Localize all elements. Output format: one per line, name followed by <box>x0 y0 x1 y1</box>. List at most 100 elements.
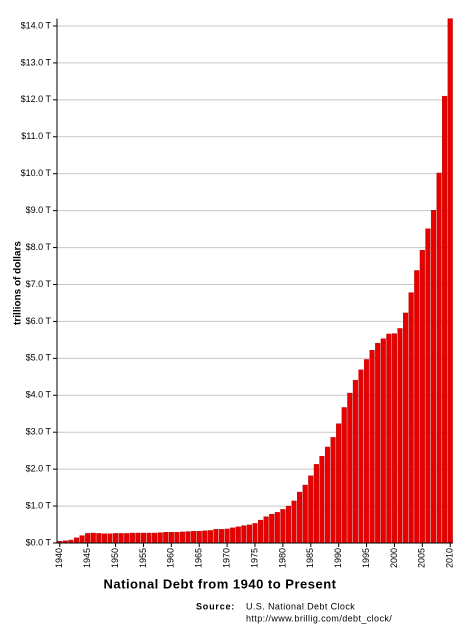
bar <box>140 532 146 544</box>
bar <box>297 491 303 544</box>
y-tick-label: $6.0 T <box>26 316 52 326</box>
bar <box>341 407 347 544</box>
bar <box>369 350 375 544</box>
y-tick-label: $3.0 T <box>26 427 52 437</box>
y-tick-label: $14.0 T <box>21 20 52 30</box>
x-tick-label: 1955 <box>138 548 148 568</box>
bar <box>403 312 409 544</box>
bar <box>397 328 403 544</box>
bar <box>179 531 186 544</box>
bar <box>269 513 275 544</box>
bar <box>330 437 336 544</box>
bar <box>152 532 158 544</box>
x-tick-label: 1960 <box>166 548 176 568</box>
bar <box>352 379 358 544</box>
bar <box>280 509 286 544</box>
bar <box>419 249 425 544</box>
bar <box>241 525 247 544</box>
bar <box>113 533 119 544</box>
bar <box>124 533 130 544</box>
bar <box>308 475 314 544</box>
bar <box>235 526 241 544</box>
bar <box>430 210 437 544</box>
bar <box>324 446 331 544</box>
x-tick-label: 1940 <box>54 548 64 568</box>
y-tick-label: $9.0 T <box>26 205 52 215</box>
bar <box>101 533 107 544</box>
bar <box>96 533 102 544</box>
bar <box>191 530 197 544</box>
bar <box>258 519 264 544</box>
x-tick-label: 1945 <box>82 548 92 568</box>
y-tick-label: $7.0 T <box>26 279 52 289</box>
source-url: http://www.brillig.com/debt_clock/ <box>246 613 392 623</box>
x-tick-label: 1970 <box>221 548 231 568</box>
bar <box>129 532 135 544</box>
bar <box>274 512 280 544</box>
bar <box>285 505 292 544</box>
bar <box>118 533 124 544</box>
bar <box>135 532 141 544</box>
y-tick-label: $12.0 T <box>21 94 52 104</box>
x-tick-label: 2010 <box>445 548 455 568</box>
bar <box>202 530 208 544</box>
y-tick-label: $1.0 T <box>26 500 52 510</box>
bar <box>213 529 219 544</box>
bar <box>157 532 163 544</box>
bar <box>263 516 269 544</box>
bar <box>375 343 381 544</box>
bar <box>168 532 174 544</box>
bar <box>442 95 448 544</box>
bar <box>436 172 442 544</box>
bar <box>408 292 414 544</box>
bar <box>185 531 191 544</box>
y-tick-label: $11.0 T <box>21 131 51 141</box>
bar <box>85 533 91 544</box>
bar <box>313 464 319 544</box>
bar <box>230 527 236 544</box>
x-tick-label: 1950 <box>110 548 120 568</box>
bar <box>79 535 85 544</box>
x-tick-label: 1965 <box>194 548 204 568</box>
bar <box>107 533 113 544</box>
bar <box>218 529 225 544</box>
y-tick-label: $2.0 T <box>26 464 52 474</box>
x-tick-label: 2005 <box>417 548 427 568</box>
bar <box>291 500 297 544</box>
bar <box>246 524 252 544</box>
bar <box>146 532 152 544</box>
y-tick-label: $10.0 T <box>21 168 52 178</box>
bar <box>224 528 230 544</box>
bar <box>302 484 308 544</box>
bar <box>252 523 258 544</box>
y-tick-label: $4.0 T <box>26 390 52 400</box>
bar <box>90 532 96 544</box>
chart-title: National Debt from 1940 to Present <box>104 576 337 591</box>
bar <box>347 392 353 544</box>
bar <box>364 359 370 544</box>
y-axis-label: trillions of dollars <box>13 241 24 325</box>
bar <box>386 333 392 544</box>
x-tick-label: 1975 <box>249 548 259 568</box>
x-tick-label: 1995 <box>361 548 371 568</box>
bar <box>414 270 420 544</box>
bar <box>391 333 397 544</box>
x-tick-label: 1990 <box>333 548 343 568</box>
bar <box>73 537 80 544</box>
x-tick-label: 2000 <box>389 548 399 568</box>
source-label: Source: <box>196 601 235 611</box>
bar <box>174 532 180 544</box>
bar <box>207 530 213 544</box>
x-tick-label: 1980 <box>277 548 287 568</box>
y-tick-label: $13.0 T <box>21 57 52 67</box>
x-tick-label: 1985 <box>305 548 315 568</box>
source-text: U.S. National Debt Clock <box>246 601 355 611</box>
bar <box>196 530 202 544</box>
y-tick-label: $0.0 T <box>26 537 52 547</box>
bar <box>336 423 342 544</box>
bar <box>163 532 169 544</box>
y-tick-label: $8.0 T <box>26 242 52 252</box>
y-tick-label: $5.0 T <box>26 353 52 363</box>
bar <box>425 228 431 544</box>
